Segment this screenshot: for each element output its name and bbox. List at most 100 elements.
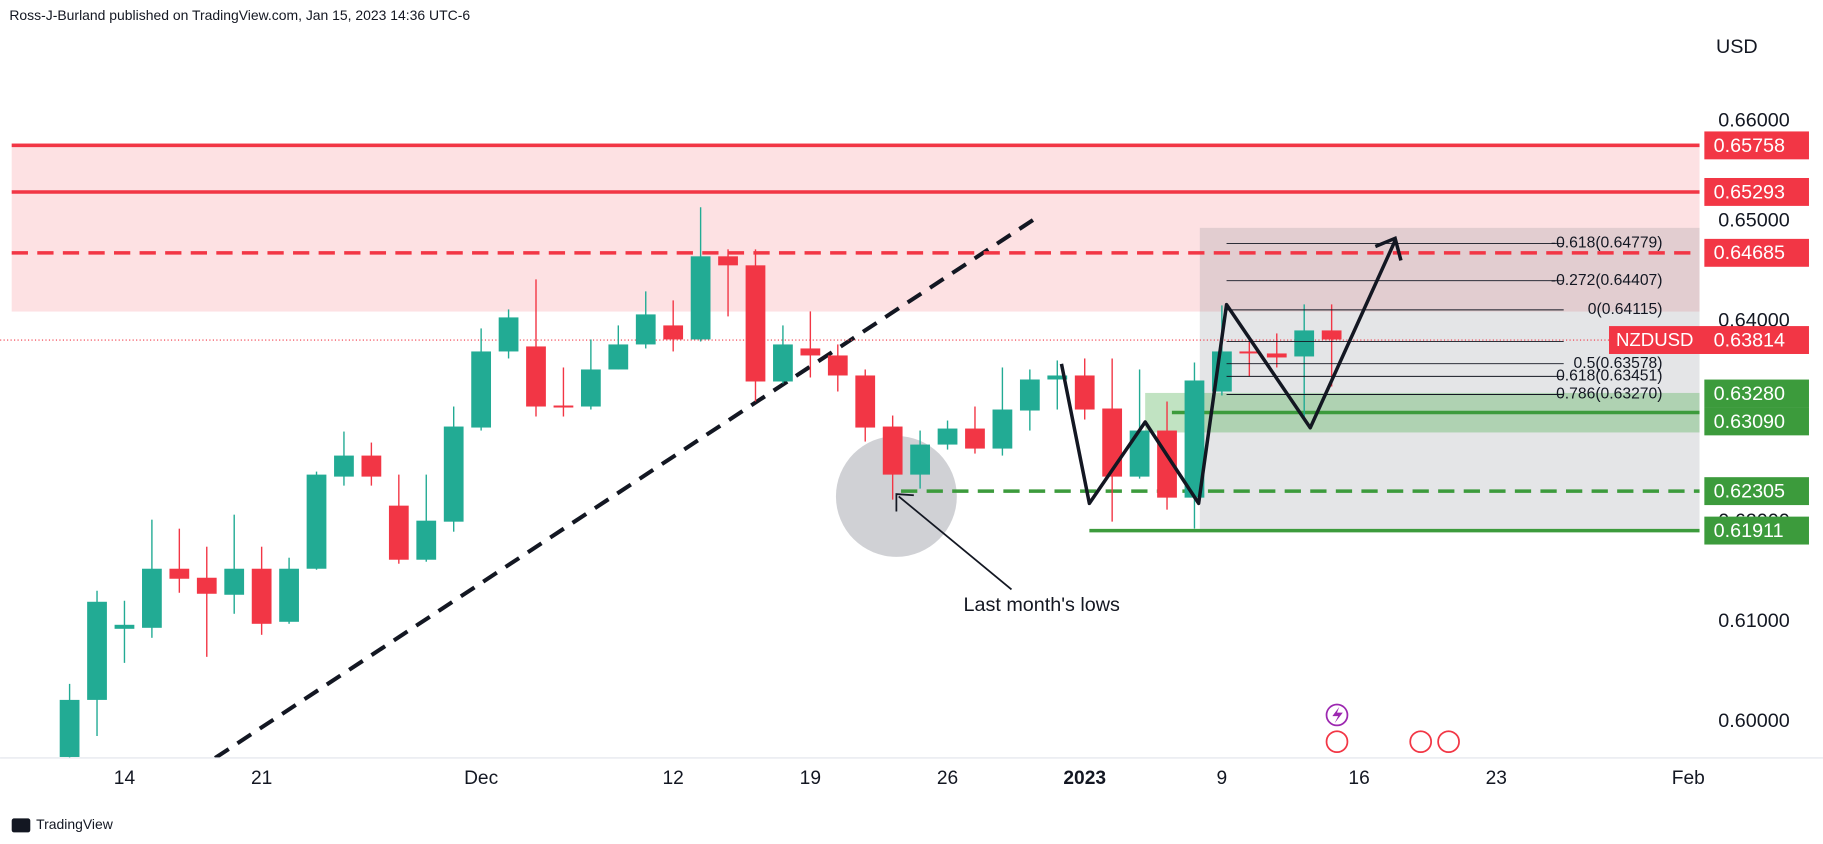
- x-tick-label: 23: [1486, 768, 1507, 789]
- symbol-label: NZDUSD: [1616, 329, 1693, 350]
- fib-label: 0(0.64115): [1588, 301, 1663, 318]
- y-tick-label: 0.60000: [1718, 710, 1789, 732]
- publisher-header: Ross-J-Burland published on TradingView.…: [9, 7, 470, 23]
- candle-body: [1047, 375, 1068, 380]
- candle-body: [910, 444, 930, 475]
- fib-label: 0.5(0.63578): [1574, 355, 1663, 372]
- candle-body: [306, 474, 327, 569]
- candle-body: [87, 601, 107, 700]
- level-price-label: 0.62305: [1714, 481, 1785, 503]
- candle-body: [526, 346, 546, 407]
- candle-body: [937, 428, 958, 445]
- candle-body: [498, 317, 519, 352]
- level-price-label: 0.65293: [1714, 181, 1785, 203]
- candle-body: [773, 344, 793, 382]
- x-tick-label: 14: [114, 768, 136, 789]
- candle-body: [1102, 408, 1123, 477]
- level-price-box: [1704, 238, 1809, 267]
- fib-label: 0.786(0.63270): [1556, 386, 1662, 403]
- event-icon-bolt: [1332, 706, 1343, 724]
- candle-body: [361, 455, 382, 477]
- candle-body: [224, 568, 245, 595]
- candle-body: [416, 520, 437, 560]
- candle-body: [1074, 375, 1095, 410]
- candle-body: [1129, 430, 1150, 477]
- y-tick-label: 0.65000: [1718, 210, 1789, 232]
- plot-area: [0, 142, 1700, 758]
- event-flag[interactable]: [1437, 730, 1460, 754]
- candle-body: [142, 568, 162, 628]
- candle-body: [882, 426, 903, 475]
- candle-body: [580, 369, 601, 407]
- last-price-box: [1609, 326, 1809, 354]
- x-tick-label: 26: [937, 768, 958, 789]
- x-tick-label: Feb: [1672, 768, 1705, 789]
- x-tick-label: Dec: [464, 768, 499, 789]
- x-tick-label: 9: [1217, 768, 1228, 789]
- level-price-label: 0.64685: [1714, 242, 1785, 264]
- candle-body: [800, 348, 821, 356]
- candle-body: [608, 344, 629, 370]
- currency-label: USD: [1716, 36, 1758, 58]
- level-price-box: [1704, 131, 1809, 160]
- level-price-box: [1704, 177, 1809, 206]
- candle-body: [1321, 330, 1342, 340]
- level-price-label: 0.63280: [1714, 383, 1785, 405]
- candle-body: [635, 314, 656, 345]
- y-tick-label: 0.61000: [1718, 610, 1789, 632]
- candle-body: [443, 426, 464, 522]
- resistance-zone: [11, 142, 1700, 312]
- candle-body: [59, 699, 80, 757]
- zigzag-projection: [1059, 239, 1397, 506]
- candle-body: [471, 351, 492, 428]
- candle-body: [251, 568, 272, 624]
- candle-body: [196, 577, 217, 594]
- x-tick-label: 16: [1348, 768, 1369, 789]
- candle-body: [690, 256, 711, 340]
- candle-body: [334, 455, 354, 477]
- candle-body: [388, 505, 409, 560]
- last-price-label: 0.63814: [1714, 329, 1785, 351]
- level-price-box: [1704, 407, 1809, 436]
- annotation-arrow-head: [895, 493, 914, 512]
- x-tick-label: 2023: [1063, 768, 1106, 789]
- fib-label: 0.618(0.63451): [1556, 368, 1662, 385]
- candle-body: [965, 428, 985, 449]
- x-tick-label: 21: [251, 768, 272, 789]
- x-tick-label: 12: [663, 768, 684, 789]
- candle-body: [114, 624, 135, 629]
- level-price-box: [1704, 477, 1809, 506]
- candle-body: [1184, 380, 1205, 498]
- fib-label: -0.272(0.64407): [1551, 272, 1663, 289]
- fib-box: [1199, 227, 1700, 529]
- candle-body: [1239, 351, 1260, 354]
- candle-body: [1019, 379, 1040, 411]
- y-tick-label: 0.66000: [1718, 109, 1789, 131]
- candle-body: [553, 405, 574, 408]
- candle-body: [992, 409, 1013, 449]
- x-tick-label: 19: [800, 768, 821, 789]
- candle-body: [279, 568, 299, 622]
- level-price-box: [1704, 379, 1809, 408]
- candle-body: [745, 265, 766, 382]
- level-price-label: 0.65758: [1714, 135, 1785, 157]
- candle-body: [718, 256, 738, 266]
- level-price-box: [1704, 516, 1809, 545]
- candle-body: [1266, 353, 1287, 358]
- fib-label: -0.618(0.64779): [1551, 235, 1663, 252]
- candle-body: [663, 325, 684, 340]
- event-flag[interactable]: [1409, 730, 1433, 754]
- candle-body: [169, 568, 190, 579]
- candle-body: [855, 375, 876, 428]
- annotation: Last month's lows: [964, 594, 1120, 616]
- footer-logo: [11, 818, 31, 833]
- level-price-label: 0.63090: [1714, 411, 1785, 433]
- trend-line: [214, 213, 1042, 758]
- annotation-arrow: [898, 495, 1013, 591]
- level-price-label: 0.61911: [1714, 520, 1784, 542]
- candle-body: [827, 355, 848, 376]
- footer-brand: TradingView: [36, 816, 114, 832]
- event-flag[interactable]: [1325, 730, 1349, 754]
